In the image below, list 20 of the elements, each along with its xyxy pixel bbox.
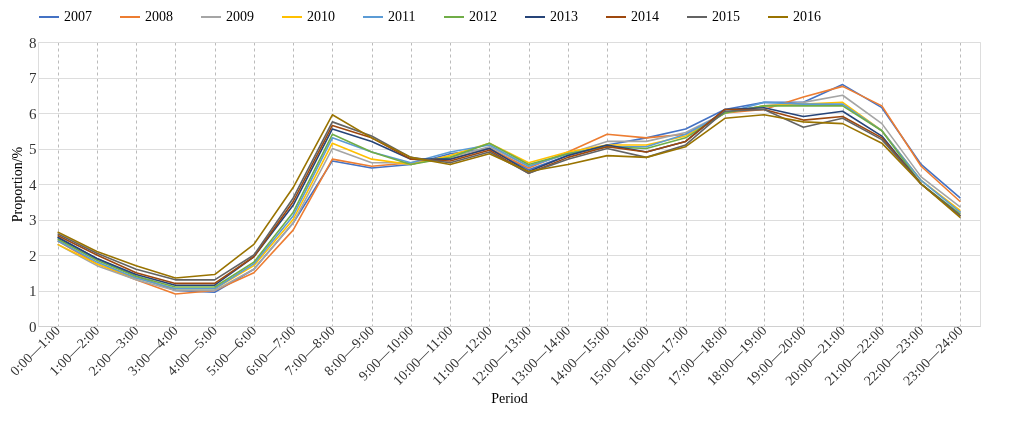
y-tick-label: 8 [29, 34, 37, 51]
y-tick-label: 4 [29, 176, 37, 193]
legend-label: 2008 [145, 9, 173, 24]
legend-label: 2016 [793, 9, 821, 24]
y-tick-label: 6 [29, 105, 37, 122]
y-tick-label: 5 [29, 141, 37, 157]
legend-label: 2007 [64, 9, 92, 24]
y-tick-label: 7 [29, 70, 37, 86]
legend-label: 2011 [388, 9, 416, 24]
legend-label: 2013 [550, 9, 578, 24]
legend-label: 2012 [469, 9, 497, 24]
legend-label: 2009 [226, 9, 254, 24]
y-axis-title: Proportion/% [10, 146, 25, 223]
legend-label: 2010 [307, 9, 335, 24]
legend-label: 2015 [712, 9, 740, 24]
legend-label: 2014 [631, 9, 659, 24]
y-tick-label: 3 [29, 212, 37, 228]
y-tick-label: 1 [29, 283, 37, 299]
y-tick-label: 2 [29, 247, 37, 264]
x-axis-title: Period [491, 391, 528, 407]
